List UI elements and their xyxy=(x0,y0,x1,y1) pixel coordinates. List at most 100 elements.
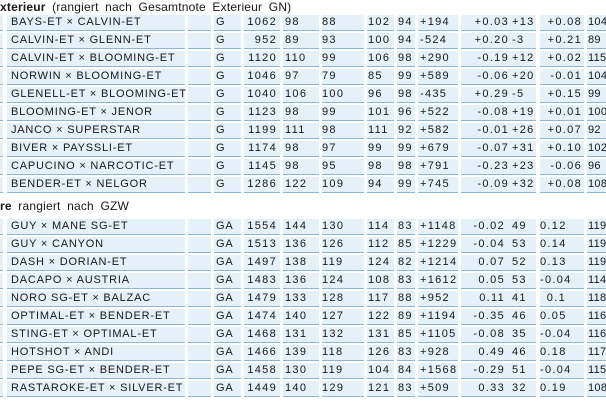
pairing-name-cell: GUY × MANE SG-ET xyxy=(7,219,185,235)
value4-cell: 99 xyxy=(367,141,394,157)
code-cell: GA xyxy=(214,381,241,397)
value3-cell: 79 xyxy=(322,69,364,85)
fat-cell: -0.06 +20 xyxy=(461,69,536,85)
value1-cell: 1145 xyxy=(244,159,280,175)
pairing-name-cell: RASTAROKE-ET × SILVER-ET xyxy=(7,381,185,397)
value4-cell: 102 xyxy=(367,15,394,31)
protein-percent-cell: 0.12 xyxy=(540,219,584,235)
fat-kg-value: -3 xyxy=(512,34,525,46)
fat-percent-value: -0.02 xyxy=(473,220,505,232)
value3-cell: 95 xyxy=(322,159,364,175)
cutoff-left-cell xyxy=(0,141,3,157)
fat-kg-value: 53 xyxy=(512,238,527,250)
pairing-name-cell: HOTSHOT × ANDI xyxy=(7,345,185,361)
pairing-name-cell: NORWIN × BLOOMING-ET xyxy=(7,69,185,85)
cutoff-left-cell xyxy=(0,291,3,307)
protein-percent-cell: -0.04 xyxy=(540,273,584,289)
value3-cell: 130 xyxy=(322,219,364,235)
fat-percent-value: -0.08 xyxy=(477,106,509,118)
table-row: JANCO × SUPERSTAR G 1199 111 98 111 92 +… xyxy=(0,123,606,139)
table-row: HOTSHOT × ANDI GA 1466 139 118 126 83 +9… xyxy=(0,345,606,361)
value5-cell: 83 xyxy=(397,219,415,235)
value2-cell: 98 xyxy=(283,159,319,175)
fat-kg-value: +26 xyxy=(512,124,535,136)
empty-cell xyxy=(188,363,211,379)
total-index-cell: 116 xyxy=(587,309,606,325)
code-cell: G xyxy=(214,87,241,103)
table-row: CALVIN-ET × BLOOMING-ET G 1120 110 99 10… xyxy=(0,51,606,67)
value3-cell: 93 xyxy=(322,33,364,49)
value4-cell: 121 xyxy=(367,381,394,397)
value4-cell: 104 xyxy=(367,363,394,379)
total-index-cell: 119 xyxy=(587,255,606,271)
value4-cell: 96 xyxy=(367,87,394,103)
protein-percent-cell: -0.06 xyxy=(540,159,584,175)
value1-cell: 1174 xyxy=(244,141,280,157)
milk-kg-cell: +290 xyxy=(418,51,458,67)
total-index-cell: 99 xyxy=(587,87,606,103)
value2-cell: 110 xyxy=(283,51,319,67)
section-exterieur: xterieur (rangiert nach Gesamtnote Exter… xyxy=(0,0,606,193)
total-index-cell: 104 xyxy=(587,15,606,31)
cutoff-left-cell xyxy=(0,363,3,379)
protein-percent-cell: -0.01 xyxy=(540,69,584,85)
protein-percent-cell: +0.07 xyxy=(540,123,584,139)
value3-cell: 88 xyxy=(322,15,364,31)
table-row: BAYS-ET × CALVIN-ET G 1062 98 88 102 94 … xyxy=(0,15,606,31)
fat-cell: -0.09 +32 xyxy=(461,177,536,193)
fat-kg-value: -5 xyxy=(512,88,525,100)
value4-cell: 112 xyxy=(367,237,394,253)
fat-cell: -0.01 +26 xyxy=(461,123,536,139)
empty-cell xyxy=(188,255,211,271)
rows-container: GUY × MANE SG-ET GA 1554 144 130 114 83 … xyxy=(0,219,606,397)
empty-cell xyxy=(188,345,211,361)
empty-cell xyxy=(188,33,211,49)
fat-kg-value: 35 xyxy=(512,328,527,340)
empty-cell xyxy=(188,123,211,139)
pairing-name-cell: GLENELL-ET × BLOOMING-ET xyxy=(7,87,186,103)
pairing-name-cell: DASH × DORIAN-ET xyxy=(7,255,185,271)
fat-kg-value: +31 xyxy=(512,142,535,154)
value1-cell: 1040 xyxy=(244,87,280,103)
value5-cell: 99 xyxy=(397,141,415,157)
code-cell: G xyxy=(214,15,241,31)
fat-percent-value: -0.04 xyxy=(473,238,505,250)
protein-percent-cell: 0.13 xyxy=(540,255,584,271)
cutoff-left-cell xyxy=(0,273,3,289)
fat-percent-value: -0.09 xyxy=(477,178,509,190)
value1-cell: 1449 xyxy=(244,381,280,397)
fat-percent-value: -0.35 xyxy=(473,310,505,322)
value3-cell: 126 xyxy=(322,237,364,253)
fat-percent-value: 0.05 xyxy=(478,274,505,286)
table-row: STING-ET × OPTIMAL-ET GA 1468 131 132 13… xyxy=(0,327,606,343)
value1-cell: 952 xyxy=(244,33,280,49)
pairing-name-cell: PEPE SG-ET × BENDER-ET xyxy=(7,363,185,379)
milk-kg-cell: +1214 xyxy=(418,255,458,271)
empty-cell xyxy=(188,237,211,253)
cutoff-left-cell xyxy=(0,159,3,175)
empty-cell xyxy=(188,51,211,67)
value4-cell: 101 xyxy=(367,105,394,121)
fat-percent-value: +0.29 xyxy=(474,88,509,100)
pairing-name-cell: CALVIN-ET × BLOOMING-ET xyxy=(7,51,185,67)
value1-cell: 1062 xyxy=(244,15,280,31)
value3-cell: 118 xyxy=(322,345,364,361)
cutoff-left-cell xyxy=(0,345,3,361)
table-row: CALVIN-ET × GLENN-ET G 952 89 93 100 94 … xyxy=(0,33,606,49)
code-cell: G xyxy=(214,123,241,139)
fat-kg-value: +23 xyxy=(512,160,535,172)
fat-percent-value: 0.33 xyxy=(478,382,505,394)
empty-cell xyxy=(188,177,211,193)
fat-percent-value: -0.29 xyxy=(473,364,505,376)
empty-cell xyxy=(188,219,211,235)
value4-cell: 100 xyxy=(367,33,394,49)
cutoff-left-cell xyxy=(0,69,3,85)
value5-cell: 83 xyxy=(397,381,415,397)
code-cell: GA xyxy=(214,309,241,325)
heading-rest-text: rangiert nach GZW xyxy=(11,199,130,213)
code-cell: G xyxy=(214,69,241,85)
empty-cell xyxy=(188,15,211,31)
pairing-name-cell: CAPUCINO × NARCOTIC-ET xyxy=(7,159,185,175)
empty-cell xyxy=(188,105,211,121)
empty-cell xyxy=(188,273,211,289)
